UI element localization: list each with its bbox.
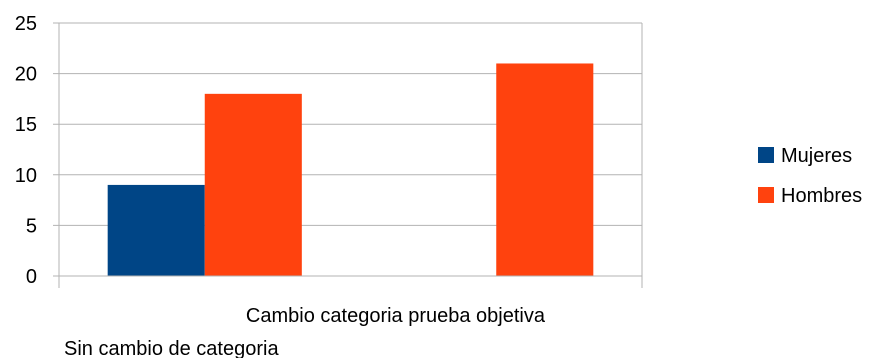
legend: Mujeres Hombres (758, 145, 862, 207)
bars (107, 63, 594, 277)
y-tick-label-25: 25 (15, 13, 37, 35)
bar-hombres-1 (496, 63, 594, 277)
y-tick-label-5: 5 (26, 215, 37, 237)
legend-label-hombres: Hombres (781, 185, 862, 207)
category-label-1: Cambio categoria prueba objetiva (246, 305, 546, 327)
axes (58, 23, 643, 288)
y-tick-label-20: 20 (15, 64, 37, 86)
legend-swatch-mujeres (758, 147, 774, 163)
legend-label-mujeres: Mujeres (781, 145, 852, 167)
category-label-0: Sin cambio de categoria (64, 338, 279, 358)
y-tick-label-15: 15 (15, 114, 37, 136)
bar-mujeres-0 (107, 184, 205, 276)
y-tick-label-0: 0 (26, 266, 37, 288)
bar-hombres-0 (204, 93, 302, 276)
y-tick-label-10: 10 (15, 165, 37, 187)
legend-swatch-hombres (758, 187, 774, 203)
category-labels: Sin cambio de categoria Cambio categoria … (64, 305, 546, 360)
y-tick-labels: 0 5 10 15 20 25 (15, 13, 37, 288)
